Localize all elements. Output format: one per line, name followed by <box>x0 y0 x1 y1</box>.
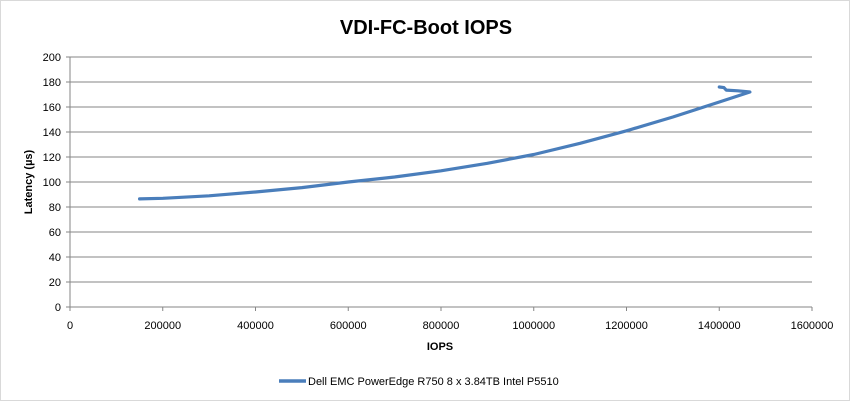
y-tick-label: 120 <box>43 152 61 164</box>
y-axis-label: Latency (µs) <box>23 149 35 214</box>
x-tick-label: 1600000 <box>791 320 834 332</box>
chart-title: VDI-FC-Boot IOPS <box>340 17 512 39</box>
x-tick-label: 0 <box>67 320 73 332</box>
y-tick-label: 80 <box>49 202 61 214</box>
y-axis-ticks: 0 20 40 60 80 100 120 140 160 180 200 <box>43 52 61 314</box>
x-tick-label: 1200000 <box>605 320 648 332</box>
x-tick-label: 800000 <box>423 320 460 332</box>
y-tick-label: 200 <box>43 52 61 64</box>
y-tick-label: 160 <box>43 102 61 114</box>
x-tick-label: 200000 <box>144 320 181 332</box>
y-tick-label: 0 <box>55 302 61 314</box>
gridlines <box>70 56 812 283</box>
x-tick-label: 1400000 <box>698 320 741 332</box>
y-tick-label: 100 <box>43 177 61 189</box>
y-tick-label: 180 <box>43 77 61 89</box>
series-group <box>138 85 752 201</box>
y-tick-label: 40 <box>49 252 61 264</box>
axes <box>66 56 813 311</box>
legend-label: Dell EMC PowerEdge R750 8 x 3.84TB Intel… <box>308 376 559 388</box>
x-tick-label: 1000000 <box>512 320 555 332</box>
series-line <box>138 85 752 201</box>
x-axis-label: IOPS <box>427 341 453 353</box>
x-tick-label: 600000 <box>330 320 367 332</box>
x-tick-label: 400000 <box>237 320 274 332</box>
y-tick-label: 60 <box>49 227 61 239</box>
y-tick-label: 140 <box>43 127 61 139</box>
legend: Dell EMC PowerEdge R750 8 x 3.84TB Intel… <box>279 376 559 388</box>
y-tick-label: 20 <box>49 277 61 289</box>
x-axis-ticks: 0 200000 400000 600000 800000 1000000 1200000 1… <box>67 320 833 332</box>
